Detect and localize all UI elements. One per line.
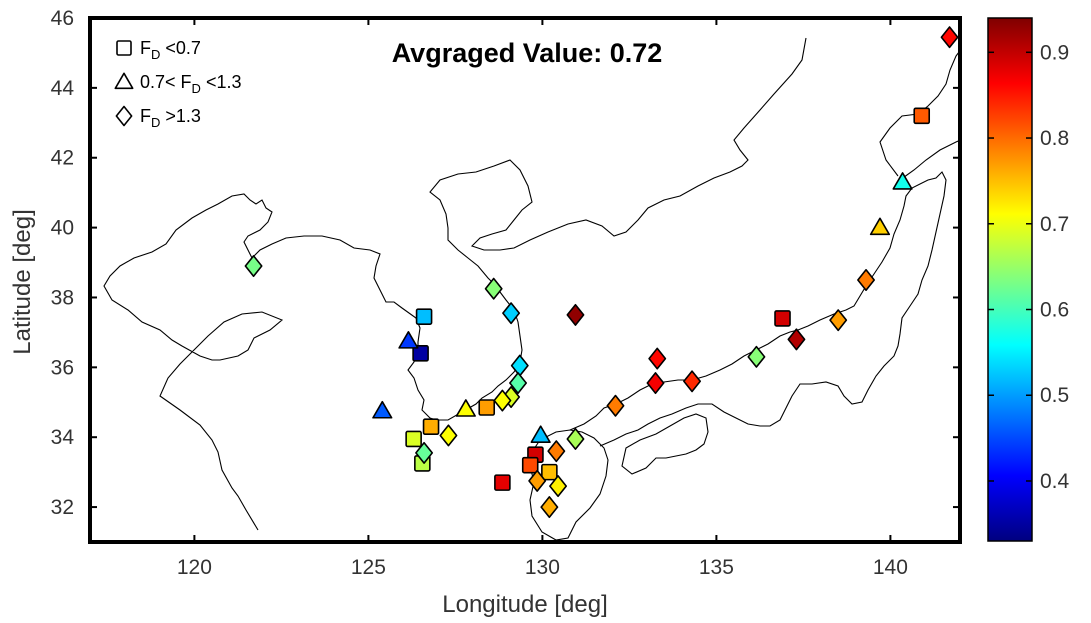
square-marker (405, 430, 422, 448)
diamond-marker (510, 354, 529, 377)
triangle-marker (869, 217, 891, 236)
colorbar-tick-label: 0.7 (1040, 213, 1069, 236)
legend-entry-label: FD <0.7 (140, 38, 201, 62)
y-tick-label: 32 (51, 496, 74, 519)
diamond-marker (549, 475, 568, 498)
coastline-hokkaido (879, 49, 960, 177)
square-marker (521, 456, 539, 474)
square-marker (541, 463, 558, 481)
x-axis-label: Longitude [deg] (442, 591, 607, 618)
y-tick-label: 40 (51, 217, 74, 240)
colorbar-tick-label: 0.5 (1040, 384, 1069, 407)
diamond-marker (787, 328, 806, 351)
diamond-marker (857, 268, 876, 292)
diamond-marker (415, 441, 434, 464)
square-marker (478, 399, 496, 416)
diamond-marker (940, 26, 959, 49)
axis-ticks: 120 125 130 135 140 32 34 36 38 40 42 44 46 (51, 7, 960, 579)
legend-entry-label: FD >1.3 (140, 106, 201, 130)
diamond-marker (646, 372, 665, 395)
x-tick-label: 130 (525, 556, 560, 579)
legend-triangle-marker (114, 72, 134, 90)
triangle-marker (892, 172, 913, 190)
colorbar-tick-label: 0.8 (1040, 127, 1069, 150)
colorbar (987, 17, 1033, 542)
y-axis-label: Latitude [deg] (9, 209, 36, 354)
diamond-marker (566, 427, 585, 450)
colorbar-tick-label: 0.6 (1040, 299, 1069, 322)
legend-square-marker (116, 40, 132, 56)
diamond-marker (747, 345, 766, 368)
legend-entry-label: 0.7< FD <1.3 (140, 72, 241, 96)
data-markers (244, 26, 959, 519)
y-tick-label: 36 (51, 356, 74, 379)
diamond-marker (648, 347, 667, 370)
y-tick-label: 34 (51, 426, 75, 449)
diamond-marker (540, 496, 559, 519)
y-tick-label: 44 (51, 77, 75, 100)
x-tick-label: 140 (873, 556, 908, 579)
diamond-marker (439, 424, 458, 447)
x-tick-label: 120 (177, 556, 212, 579)
y-tick-label: 46 (51, 7, 74, 30)
diamond-marker (606, 394, 625, 417)
triangle-marker (372, 400, 393, 419)
diamond-marker (244, 255, 263, 278)
y-tick-label: 38 (51, 286, 74, 309)
diamond-marker (829, 309, 848, 332)
diamond-marker (528, 469, 547, 492)
legend-diamond-marker (115, 105, 133, 127)
coastline-china-korea (103, 37, 807, 531)
diamond-marker (502, 302, 521, 325)
triangle-marker (455, 399, 476, 417)
triangle-marker (398, 331, 419, 349)
plot-frame (88, 16, 962, 544)
y-tick-label: 42 (51, 147, 74, 170)
coastline-honshu (569, 171, 947, 447)
x-tick-label: 135 (699, 556, 734, 579)
square-marker (494, 474, 511, 491)
colorbar-ticks: 0.4 0.5 0.6 0.7 0.8 0.9 (988, 41, 1070, 493)
diamond-marker (484, 277, 503, 300)
colorbar-tick-label: 0.9 (1040, 41, 1069, 64)
triangle-marker (530, 425, 551, 444)
x-tick-label: 125 (351, 556, 386, 579)
diamond-marker (547, 440, 566, 463)
square-marker (415, 308, 433, 325)
diamond-marker (509, 372, 528, 395)
chart-title: Avgraged Value: 0.72 (392, 38, 663, 68)
diamond-marker (493, 389, 512, 412)
square-marker (913, 107, 931, 125)
square-marker (422, 418, 440, 436)
square-marker (774, 310, 791, 327)
square-marker (412, 345, 429, 362)
diamond-marker (683, 370, 702, 393)
diamond-marker (566, 303, 585, 326)
coastline-shikoku (621, 413, 709, 475)
colorbar-tick-label: 0.4 (1040, 470, 1070, 493)
legend: FD <0.7 0.7< FD <1.3 FD >1.3 (114, 38, 241, 130)
